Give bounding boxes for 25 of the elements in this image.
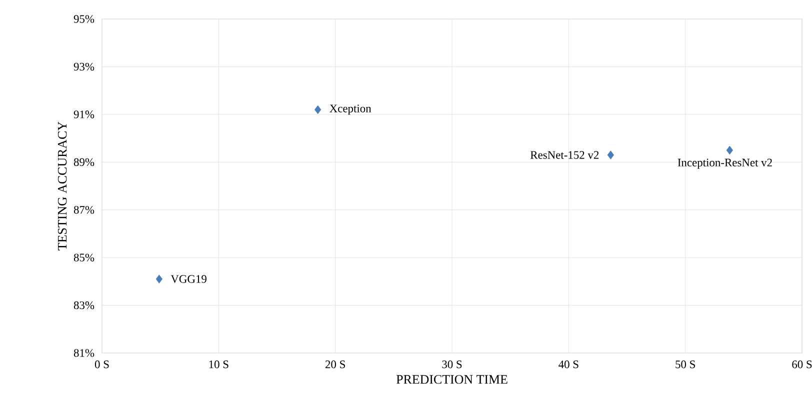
x-tick-label: 20 S: [325, 360, 345, 368]
x-tick-label: 60 S: [792, 360, 812, 368]
annotation: VGG19: [170, 275, 206, 283]
x-tick-label: 50 S: [676, 360, 695, 368]
y-tick-label: 95%: [74, 15, 94, 23]
x-tick-label: 30 S: [442, 360, 462, 368]
x-axis-title: PREDICTION TIME: [396, 375, 508, 384]
point: [156, 274, 163, 284]
y-tick-label: 81%: [74, 349, 94, 357]
point: [726, 146, 734, 155]
point: [314, 105, 322, 114]
point: [607, 150, 614, 160]
x-tick-label: 10 S: [209, 360, 228, 368]
annotation: Xception: [330, 104, 372, 115]
x-tick-label: 40 S: [558, 360, 578, 368]
annotation: Inception-ResNet v2: [678, 158, 772, 169]
y-axis-title: TESTING ACCURACY: [58, 122, 67, 250]
y-tick-label: 89%: [74, 158, 94, 166]
y-tick-label: 93%: [74, 62, 94, 71]
y-tick-label: 83%: [74, 301, 94, 310]
y-tick-label: 85%: [74, 254, 94, 262]
y-tick-label: 87%: [74, 206, 94, 214]
annotation: ResNet-152 v2: [530, 151, 599, 159]
x-tick-label: 0 S: [94, 360, 109, 368]
y-tick-label: 91%: [74, 110, 94, 118]
